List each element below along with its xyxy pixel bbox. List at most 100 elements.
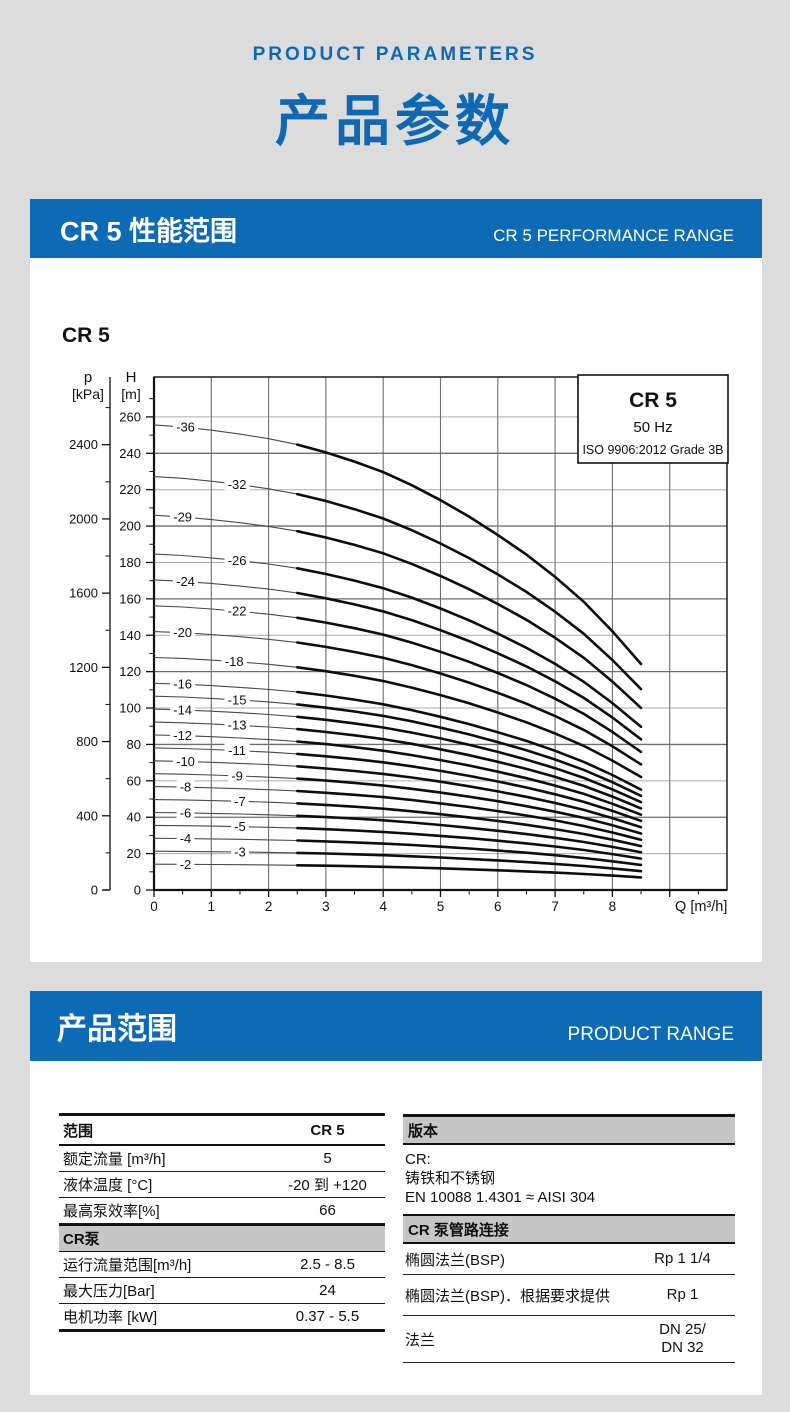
- x-tick-label-6: 6: [494, 899, 502, 914]
- version-lines: CR: 铸铁和不锈钢 EN 10088 1.4301 ≈ AISI 304: [403, 1145, 735, 1216]
- curve-3: [296, 851, 643, 873]
- curve-label-bg-3: [231, 845, 249, 859]
- curve-12: [296, 740, 643, 816]
- curve-label-bg-20: [170, 625, 196, 639]
- curve-29: [296, 529, 643, 710]
- x-tick-label-0: 0: [150, 899, 158, 914]
- curve-label-36: -36: [176, 420, 195, 435]
- range-row-value: 2.5 - 8.5: [299, 1256, 356, 1273]
- range-table-row: 额定流量 [m³/h] 5: [59, 1146, 385, 1172]
- x-tick-label-4: 4: [379, 899, 387, 914]
- product-range-banner: 产品范围 PRODUCT RANGE: [30, 991, 762, 1061]
- x-tick-label-1: 1: [208, 899, 216, 914]
- range-table-row: 运行流量范围[m³/h] 2.5 - 8.5: [59, 1252, 385, 1278]
- curve-label-14: -14: [173, 702, 192, 717]
- curve-label-5: -5: [234, 819, 246, 834]
- curve-label-bg-22: [224, 604, 250, 618]
- curve-24: [296, 591, 643, 741]
- range-row-label: 液体温度 [°C]: [63, 1177, 153, 1194]
- curve-label-9: -9: [231, 768, 243, 783]
- h-tick-label-60: 60: [127, 773, 141, 788]
- curve-14: [296, 715, 643, 804]
- range-table-row: 最大压力[Bar] 24: [59, 1278, 385, 1304]
- curve-15: [296, 703, 643, 798]
- p-tick-label-400: 400: [76, 808, 98, 823]
- h-tick-label-0: 0: [134, 883, 141, 898]
- p-tick-label-1200: 1200: [69, 660, 98, 675]
- note-frequency: 50 Hz: [633, 419, 672, 436]
- curve-label-26: -26: [228, 553, 247, 568]
- curve-22: [296, 616, 643, 754]
- h-tick-label-140: 140: [119, 628, 141, 643]
- version-line: CR:: [405, 1151, 431, 1168]
- x-tick-label-3: 3: [322, 899, 330, 914]
- h-tick-label-80: 80: [127, 737, 141, 752]
- note-standard: ISO 9906:2012 Grade 3B: [582, 443, 723, 457]
- range-table-header: 范围 CR 5: [59, 1116, 385, 1146]
- curve-label-10: -10: [176, 754, 195, 769]
- range-row-label: 电机功率 [kW]: [63, 1309, 158, 1326]
- version-row-value: Rp 1: [666, 1286, 699, 1303]
- curve-label-22: -22: [228, 604, 247, 619]
- curve-label-bg-13: [224, 718, 250, 732]
- product-range-banner-title-zh: 产品范围: [57, 1013, 177, 1046]
- curve-label-13: -13: [228, 718, 247, 733]
- version-table-row: 椭圆法兰(BSP)．根据要求提供 Rp 1: [403, 1275, 735, 1316]
- version-line: 铸铁和不锈钢: [405, 1170, 496, 1187]
- curve-label-bg-12: [170, 728, 196, 742]
- chart-note-box: [577, 374, 729, 464]
- curve-label-bg-24: [172, 574, 199, 588]
- h-tick-label-120: 120: [119, 664, 141, 679]
- version-row-value: DN 25/ DN 32: [659, 1321, 706, 1356]
- range-spec-table: 范围 CR 5 额定流量 [m³/h] 5 液体温度 [°C] -20 到 +120 最高泵…: [59, 1113, 385, 1332]
- performance-banner-title-en: CR 5 PERFORMANCE RANGE: [493, 226, 734, 245]
- version-row-label: 法兰: [405, 1331, 436, 1349]
- curve-label-bg-9: [228, 768, 246, 782]
- curve-16: [296, 690, 643, 791]
- range-header-label: 范围: [63, 1122, 94, 1140]
- x-tick-label-7: 7: [551, 899, 559, 914]
- curve-label-18: -18: [225, 654, 244, 669]
- curve-label-bg-4: [176, 831, 195, 845]
- curve-label-bg-36: [172, 420, 199, 434]
- product-range-card: 范围 CR 5 额定流量 [m³/h] 5 液体温度 [°C] -20 到 +120 最高泵…: [30, 1061, 762, 1395]
- curve-label-bg-26: [224, 553, 250, 567]
- x-tick-label-2: 2: [265, 899, 273, 914]
- chart-heading: CR 5: [62, 324, 110, 347]
- curve-label-bg-32: [224, 477, 250, 491]
- curve-13: [296, 727, 643, 810]
- curve-9: [296, 777, 643, 835]
- h-tick-label-20: 20: [127, 846, 141, 861]
- curve-label-11: -11: [228, 743, 246, 758]
- h-tick-label-40: 40: [127, 810, 141, 825]
- version-table-row: 法兰 DN 25/ DN 32: [403, 1316, 735, 1363]
- performance-banner-title-zh: CR 5 性能范围: [60, 216, 238, 246]
- range-header-value: CR 5: [310, 1121, 345, 1139]
- curve-label-29: -29: [173, 509, 192, 524]
- version-line: EN 10088 1.4301 ≈ AISI 304: [405, 1189, 596, 1206]
- curve-label-3: -3: [234, 845, 246, 860]
- curve-10: [296, 765, 643, 829]
- x-tick-label-5: 5: [437, 899, 445, 914]
- h-tick-label-240: 240: [119, 446, 141, 461]
- curve-label-15: -15: [228, 692, 247, 707]
- note-model: CR 5: [629, 389, 677, 412]
- performance-section-banner: CR 5 性能范围 CR 5 PERFORMANCE RANGE: [30, 199, 762, 258]
- curve-label-2: -2: [180, 857, 192, 872]
- curve-label-32: -32: [228, 477, 247, 492]
- version-row-label: 椭圆法兰(BSP): [405, 1251, 506, 1269]
- curve-7: [296, 802, 643, 848]
- curve-label-bg-29: [170, 509, 196, 523]
- curve-label-4: -4: [180, 831, 192, 846]
- page-title: 产品参数: [274, 90, 515, 152]
- p-tick-label-0: 0: [91, 883, 98, 898]
- curve-36: [296, 443, 643, 666]
- curve-label-16: -16: [173, 677, 192, 692]
- curve-thin-7: [153, 799, 298, 804]
- curve-label-8: -8: [180, 780, 192, 795]
- curve-thin-3: [153, 850, 298, 854]
- x-axis-title: Q [m³/h]: [675, 899, 727, 915]
- h-axis-unit: [m]: [121, 386, 140, 402]
- p-tick-label-800: 800: [76, 734, 98, 749]
- curve-thin-5: [153, 824, 298, 829]
